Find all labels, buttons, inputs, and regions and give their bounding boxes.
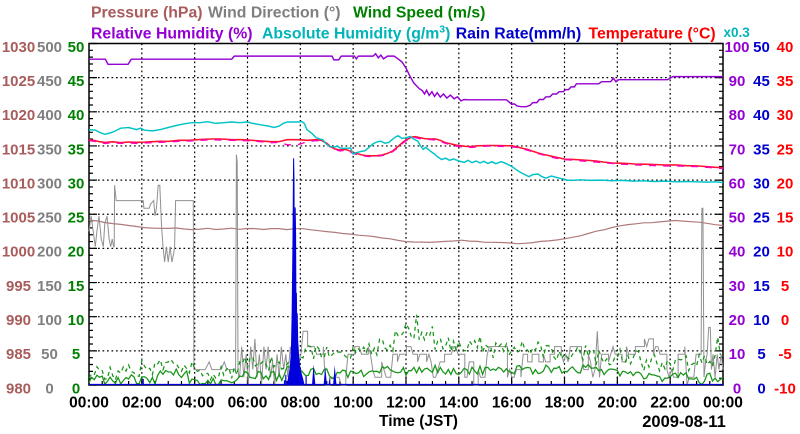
svg-text:12:00: 12:00 xyxy=(386,395,426,412)
svg-text:350: 350 xyxy=(37,141,62,158)
svg-text:Time (JST): Time (JST) xyxy=(379,413,458,430)
svg-text:08:00: 08:00 xyxy=(281,395,321,412)
svg-text:-10: -10 xyxy=(774,380,796,397)
svg-text:200: 200 xyxy=(37,244,62,261)
svg-text:35: 35 xyxy=(753,141,770,158)
svg-text:10:00: 10:00 xyxy=(333,395,373,412)
svg-text:10: 10 xyxy=(729,346,746,363)
svg-text:300: 300 xyxy=(37,175,62,192)
svg-text:100: 100 xyxy=(724,39,749,56)
svg-text:50: 50 xyxy=(68,39,85,56)
svg-text:10: 10 xyxy=(753,312,770,329)
svg-text:06:00: 06:00 xyxy=(228,395,268,412)
svg-text:1015: 1015 xyxy=(2,141,35,158)
svg-text:0: 0 xyxy=(733,380,741,397)
svg-text:2009-08-11: 2009-08-11 xyxy=(642,413,726,431)
svg-text:15: 15 xyxy=(777,210,794,227)
svg-text:1025: 1025 xyxy=(2,73,35,90)
svg-text:20: 20 xyxy=(68,244,85,261)
svg-text:18:00: 18:00 xyxy=(545,395,585,412)
svg-text:50: 50 xyxy=(753,39,770,56)
svg-text:0: 0 xyxy=(781,312,789,329)
svg-text:40: 40 xyxy=(753,107,770,124)
svg-text:10: 10 xyxy=(777,244,794,261)
svg-text:50: 50 xyxy=(41,346,58,363)
svg-text:1005: 1005 xyxy=(2,210,35,227)
svg-text:45: 45 xyxy=(753,73,770,90)
svg-text:995: 995 xyxy=(6,278,31,295)
svg-text:5: 5 xyxy=(757,346,765,363)
svg-text:40: 40 xyxy=(777,39,794,56)
svg-text:Pressure (hPa): Pressure (hPa) xyxy=(91,5,203,22)
svg-text:15: 15 xyxy=(68,278,85,295)
svg-text:00:00: 00:00 xyxy=(703,395,743,412)
svg-text:Absolute Humidity (g/m3): Absolute Humidity (g/m3) xyxy=(262,24,450,43)
svg-text:00:00: 00:00 xyxy=(69,395,109,412)
svg-text:Temperature (°C): Temperature (°C) xyxy=(589,26,716,43)
svg-text:16:00: 16:00 xyxy=(492,395,532,412)
svg-text:45: 45 xyxy=(68,73,85,90)
svg-text:60: 60 xyxy=(729,175,746,192)
svg-text:30: 30 xyxy=(68,175,85,192)
svg-text:35: 35 xyxy=(777,73,794,90)
svg-text:x0.3: x0.3 xyxy=(724,25,751,40)
svg-text:30: 30 xyxy=(777,107,794,124)
svg-text:25: 25 xyxy=(777,141,794,158)
svg-text:25: 25 xyxy=(753,210,770,227)
svg-text:10: 10 xyxy=(68,312,85,329)
svg-text:1000: 1000 xyxy=(2,244,35,261)
svg-text:400: 400 xyxy=(37,107,62,124)
svg-text:90: 90 xyxy=(729,73,746,90)
svg-text:50: 50 xyxy=(729,210,746,227)
svg-text:80: 80 xyxy=(729,107,746,124)
svg-text:15: 15 xyxy=(753,278,770,295)
svg-text:25: 25 xyxy=(68,210,85,227)
svg-text:990: 990 xyxy=(6,312,31,329)
svg-text:5: 5 xyxy=(781,278,789,295)
svg-text:30: 30 xyxy=(753,175,770,192)
svg-text:22:00: 22:00 xyxy=(650,395,690,412)
svg-text:20: 20 xyxy=(753,244,770,261)
svg-text:30: 30 xyxy=(729,278,746,295)
svg-text:-5: -5 xyxy=(778,346,791,363)
svg-text:0: 0 xyxy=(45,380,53,397)
svg-text:150: 150 xyxy=(37,278,62,295)
svg-text:Rain Rate(mm/h): Rain Rate(mm/h) xyxy=(456,26,582,43)
svg-text:20: 20 xyxy=(729,312,746,329)
svg-text:02:00: 02:00 xyxy=(122,395,162,412)
svg-text:250: 250 xyxy=(37,210,62,227)
svg-text:1010: 1010 xyxy=(2,175,35,192)
svg-text:14:00: 14:00 xyxy=(439,395,479,412)
svg-text:Relative Humidity (%): Relative Humidity (%) xyxy=(91,26,253,43)
svg-text:980: 980 xyxy=(6,380,31,397)
svg-text:40: 40 xyxy=(729,244,746,261)
svg-text:450: 450 xyxy=(37,73,62,90)
svg-text:0: 0 xyxy=(72,380,80,397)
svg-text:40: 40 xyxy=(68,107,85,124)
svg-text:985: 985 xyxy=(6,346,31,363)
svg-text:04:00: 04:00 xyxy=(175,395,215,412)
svg-text:35: 35 xyxy=(68,141,85,158)
svg-text:5: 5 xyxy=(72,346,80,363)
svg-text:1020: 1020 xyxy=(2,107,35,124)
svg-text:100: 100 xyxy=(37,312,62,329)
svg-text:70: 70 xyxy=(729,141,746,158)
svg-text:20: 20 xyxy=(777,175,794,192)
svg-text:1030: 1030 xyxy=(2,39,35,56)
svg-text:Wind Direction (°): Wind Direction (°) xyxy=(208,5,341,22)
svg-text:500: 500 xyxy=(37,39,62,56)
svg-text:0: 0 xyxy=(757,380,765,397)
svg-text:Wind Speed (m/s): Wind Speed (m/s) xyxy=(353,5,485,22)
svg-text:20:00: 20:00 xyxy=(598,395,638,412)
